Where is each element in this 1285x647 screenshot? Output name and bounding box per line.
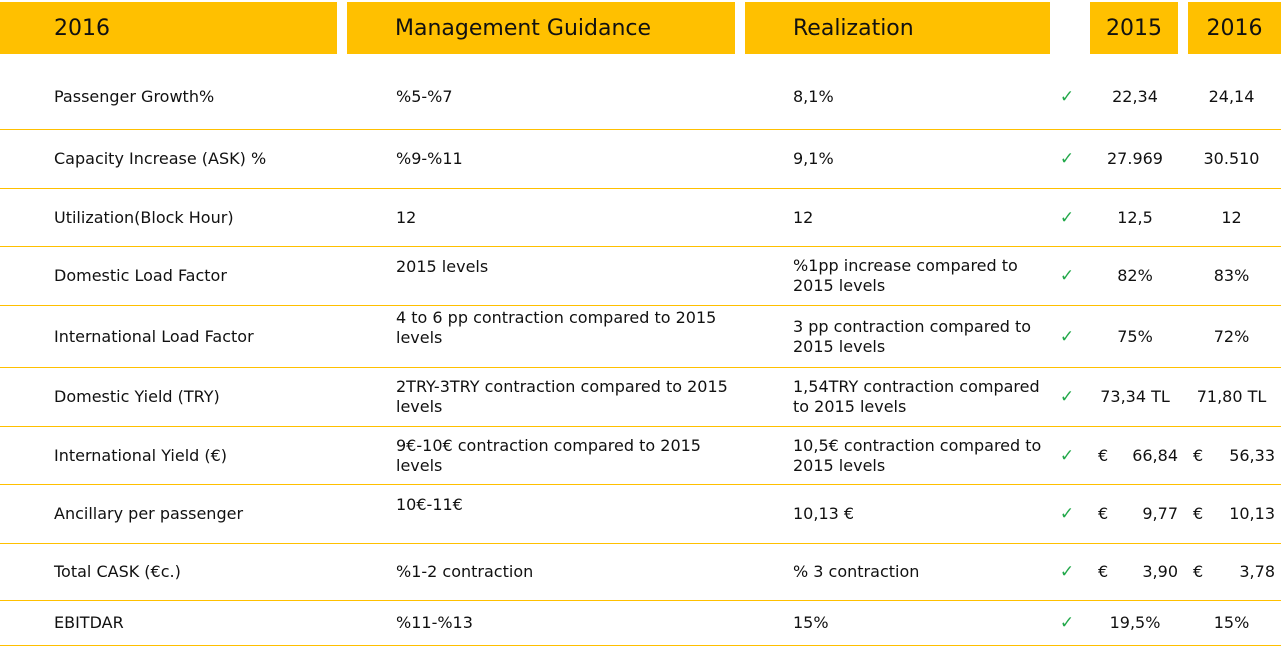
euro-sign: €	[1098, 504, 1109, 523]
value-2016: 72%	[1213, 326, 1250, 346]
euro-sign: €	[1193, 504, 1204, 523]
metric-label: Passenger Growth%	[54, 86, 215, 106]
header-realization: Realization	[745, 2, 1050, 54]
value-2015: 27.969	[1107, 149, 1163, 168]
check-icon: ✓	[1059, 266, 1075, 286]
realization-cell: 10,5€ contraction compared to 2015 level…	[793, 435, 1042, 475]
guidance-cell: 12	[396, 207, 417, 227]
table-row: Ancillary per passenger 10€-11€ 10,13 € …	[0, 485, 1281, 544]
check-icon: ✓	[1059, 326, 1075, 347]
realization-cell: 10,13 €	[793, 504, 855, 523]
value-2016: 15%	[1213, 613, 1250, 632]
check-icon: ✓	[1059, 149, 1075, 169]
value-2015: 75%	[1117, 326, 1153, 346]
table-row: Domestic Load Factor 2015 levels %1pp in…	[0, 247, 1281, 306]
realization-cell: 9,1%	[793, 149, 834, 168]
value-2015: 73,34 TL	[1100, 387, 1170, 406]
guidance-cell: 2015 levels	[396, 257, 489, 276]
realization-cell: 12	[793, 207, 814, 227]
table-row: Utilization(Block Hour) 12 12 ✓ 12,5 12	[0, 189, 1281, 247]
euro-sign: €	[1098, 562, 1109, 581]
guidance-cell: 10€-11€	[396, 495, 463, 514]
value-2016: 30.510	[1203, 149, 1260, 168]
value-2016-amount: 10,13	[1229, 504, 1275, 523]
header-2016: 2016	[1188, 2, 1281, 54]
header-2015: 2015	[1090, 2, 1178, 54]
realization-cell: % 3 contraction	[793, 562, 920, 581]
table-row: EBITDAR %11-%13 15% ✓ 19,5% 15%	[0, 601, 1281, 646]
euro-sign: €	[1193, 562, 1204, 581]
value-2015-amount: 66,84	[1132, 445, 1178, 465]
value-2016-amount: 3,78	[1239, 562, 1275, 581]
value-2016: € 3,78	[1193, 544, 1275, 600]
euro-sign: €	[1193, 445, 1204, 465]
realization-cell: 15%	[793, 613, 829, 632]
value-2016: 71,80 TL	[1196, 387, 1267, 406]
value-2015: € 9,77	[1098, 485, 1178, 543]
guidance-cell: 2TRY-3TRY contraction compared to 2015 l…	[396, 377, 728, 416]
value-2015: € 66,84	[1098, 427, 1178, 484]
check-icon: ✓	[1059, 207, 1075, 228]
realization-cell: 3 pp contraction compared to 2015 levels	[793, 316, 1032, 356]
metric-label: EBITDAR	[54, 613, 124, 632]
value-2016: € 10,13	[1193, 485, 1275, 543]
header-period: 2016	[0, 2, 337, 54]
table-row: Domestic Yield (TRY) 2TRY-3TRY contracti…	[0, 368, 1281, 427]
metric-label: Ancillary per passenger	[54, 504, 244, 523]
table-row: International Yield (€) 9€-10€ contracti…	[0, 427, 1281, 485]
guidance-cell: %11-%13	[396, 613, 473, 632]
realization-cell: 1,54TRY contraction compared to 2015 lev…	[793, 377, 1040, 416]
value-2016: 12	[1221, 207, 1242, 227]
metric-label: International Yield (€)	[54, 445, 228, 465]
realization-cell: 8,1%	[793, 86, 834, 106]
check-icon: ✓	[1059, 387, 1075, 407]
metric-label: Domestic Load Factor	[54, 266, 227, 285]
metric-label: Capacity Increase (ASK) %	[54, 149, 267, 168]
metric-label: Total CASK (€c.)	[54, 562, 181, 581]
table-row: International Load Factor 4 to 6 pp cont…	[0, 306, 1281, 368]
check-icon: ✓	[1059, 613, 1075, 633]
value-2016: € 56,33	[1193, 427, 1275, 484]
table-row: Capacity Increase (ASK) % %9-%11 9,1% ✓ …	[0, 130, 1281, 189]
guidance-cell: 9€-10€ contraction compared to 2015 leve…	[396, 435, 701, 475]
value-2015-amount: 9,77	[1142, 504, 1178, 523]
value-2016: 24,14	[1208, 86, 1255, 106]
metric-label: Domestic Yield (TRY)	[54, 387, 220, 406]
value-2015: € 3,90	[1098, 544, 1178, 600]
value-2015: 12,5	[1117, 207, 1153, 227]
guidance-cell: %1-2 contraction	[396, 562, 534, 581]
header-guidance: Management Guidance	[347, 2, 735, 54]
value-2015: 19,5%	[1109, 613, 1161, 632]
guidance-cell: %9-%11	[396, 149, 463, 168]
value-2016-amount: 56,33	[1229, 445, 1275, 465]
value-2015: 82%	[1117, 266, 1153, 285]
euro-sign: €	[1098, 445, 1109, 465]
metric-label: International Load Factor	[54, 326, 254, 346]
metric-label: Utilization(Block Hour)	[54, 207, 234, 227]
table-row: Total CASK (€c.) %1-2 contraction % 3 co…	[0, 544, 1281, 601]
realization-cell: %1pp increase compared to 2015 levels	[793, 256, 1018, 295]
table-row: Passenger Growth% %5-%7 8,1% ✓ 22,34 24,…	[0, 64, 1281, 130]
guidance-cell: 4 to 6 pp contraction compared to 2015 l…	[396, 308, 717, 347]
value-2015-amount: 3,90	[1142, 562, 1178, 581]
value-2015: 22,34	[1112, 86, 1158, 106]
value-2016: 83%	[1213, 266, 1250, 285]
check-icon: ✓	[1059, 504, 1075, 524]
check-icon: ✓	[1059, 86, 1075, 107]
check-icon: ✓	[1059, 445, 1075, 466]
guidance-cell: %5-%7	[396, 86, 453, 106]
check-icon: ✓	[1059, 562, 1075, 582]
